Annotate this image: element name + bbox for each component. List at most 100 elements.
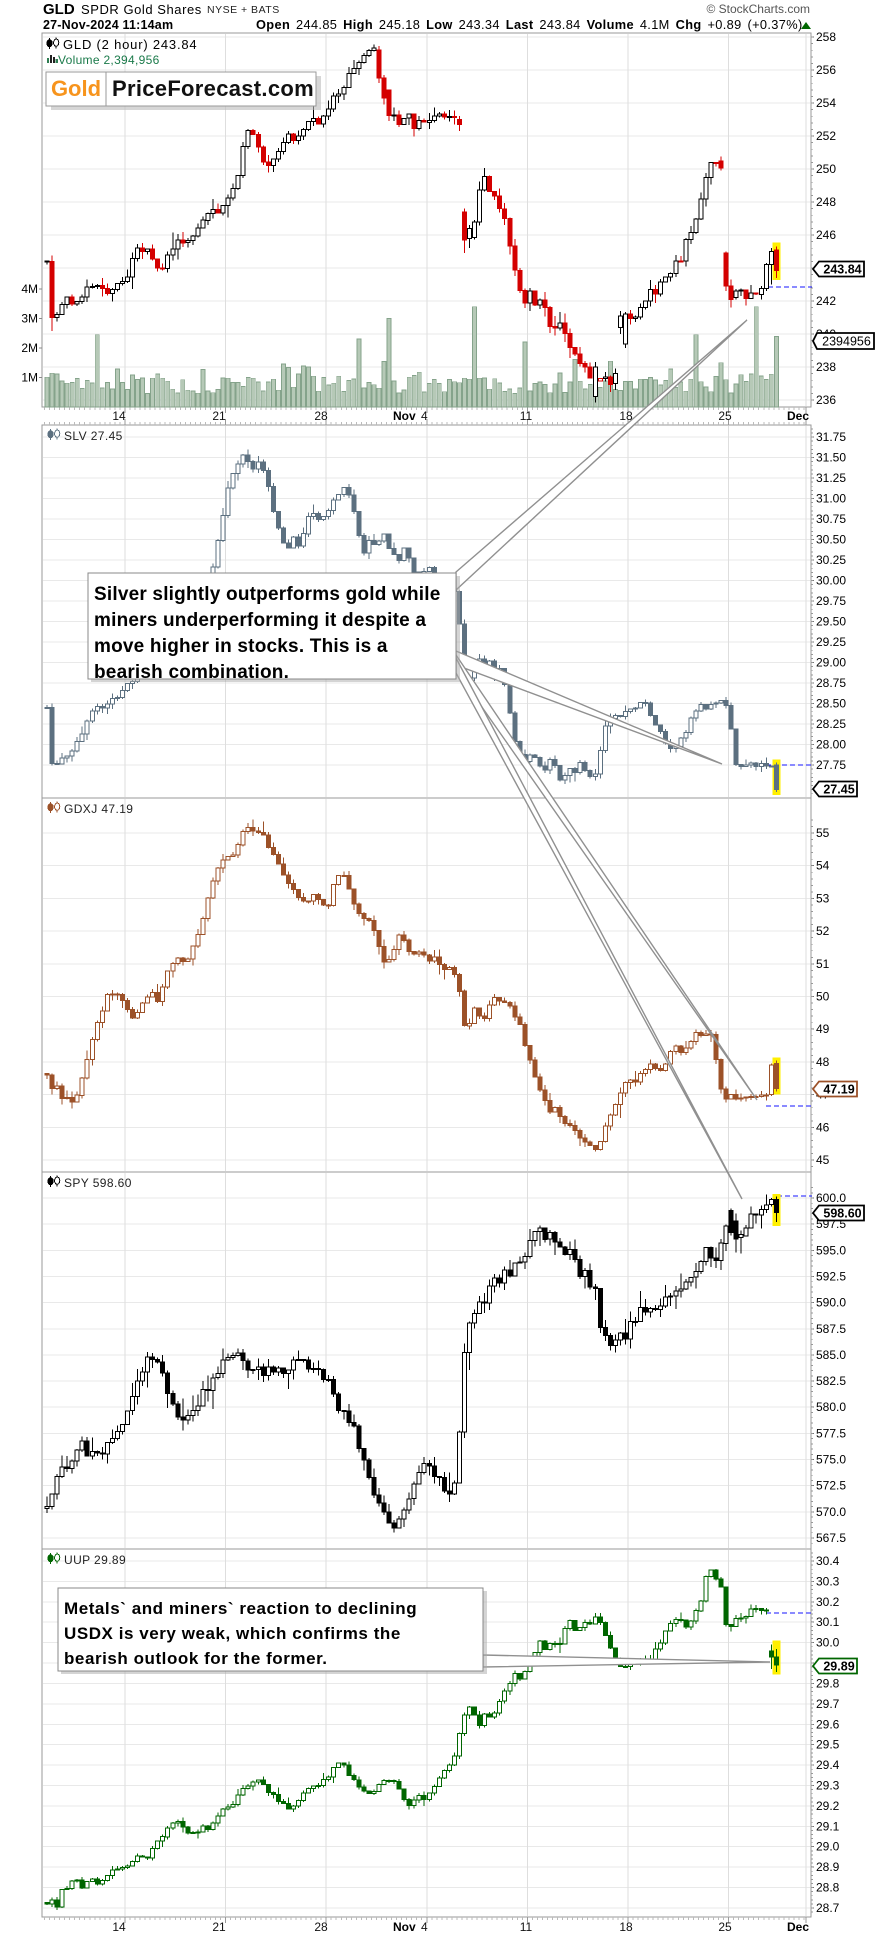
svg-text:572.5: 572.5	[816, 1479, 846, 1493]
svg-text:29.4: 29.4	[816, 1758, 840, 1772]
svg-text:1M: 1M	[21, 371, 38, 385]
svg-text:242: 242	[816, 294, 836, 308]
svg-text:30.3: 30.3	[816, 1574, 840, 1588]
svg-text:30.50: 30.50	[816, 533, 846, 547]
svg-text:2394956: 2394956	[822, 335, 871, 349]
svg-text:SPDR Gold Shares: SPDR Gold Shares	[81, 2, 202, 17]
svg-text:238: 238	[816, 360, 836, 374]
svg-text:30.00: 30.00	[816, 574, 846, 588]
svg-text:53: 53	[816, 891, 830, 905]
svg-text:29.3: 29.3	[816, 1779, 840, 1793]
svg-text:USDX is very weak, which confi: USDX is very weak, which confirms the	[64, 1624, 401, 1643]
svg-text:45: 45	[816, 1153, 830, 1167]
svg-text:PriceForecast.com: PriceForecast.com	[112, 76, 314, 101]
svg-text:28.25: 28.25	[816, 717, 846, 731]
svg-text:11: 11	[520, 409, 533, 423]
svg-text:31.50: 31.50	[816, 451, 846, 465]
svg-text:29.00: 29.00	[816, 656, 846, 670]
svg-text:254: 254	[816, 96, 836, 110]
svg-text:28.00: 28.00	[816, 738, 846, 752]
svg-text:29.7: 29.7	[816, 1697, 840, 1711]
svg-text:18: 18	[619, 1920, 633, 1934]
svg-text:Metals` and miners` reaction t: Metals` and miners` reaction to declinin…	[64, 1599, 417, 1618]
svg-text:592.5: 592.5	[816, 1270, 846, 1284]
svg-text:29.6: 29.6	[816, 1717, 840, 1731]
svg-text:29.2: 29.2	[816, 1799, 840, 1813]
svg-text:© StockCharts.com: © StockCharts.com	[706, 2, 810, 16]
svg-text:Volume 2,394,956: Volume 2,394,956	[58, 53, 160, 67]
svg-text:582.5: 582.5	[816, 1374, 846, 1388]
svg-text:Dec: Dec	[787, 1920, 809, 1934]
svg-text:GLD (2 hour) 243.84: GLD (2 hour) 243.84	[63, 37, 197, 52]
svg-text:NYSE + BATS: NYSE + BATS	[207, 4, 280, 16]
svg-text:Open 244.85 High 245.18 Low 24: Open 244.85 High 245.18 Low 243.34 Last …	[256, 17, 803, 32]
svg-text:598.60: 598.60	[823, 1207, 861, 1221]
svg-text:29.89: 29.89	[823, 1660, 854, 1674]
svg-text:50: 50	[816, 990, 830, 1004]
svg-text:27-Nov-2024 11:14am: 27-Nov-2024 11:14am	[43, 18, 173, 32]
svg-text:55: 55	[816, 826, 830, 840]
svg-text:Nov: Nov	[393, 1920, 416, 1934]
svg-text:587.5: 587.5	[816, 1322, 846, 1336]
svg-text:29.5: 29.5	[816, 1738, 840, 1752]
svg-text:29.50: 29.50	[816, 615, 846, 629]
svg-text:27.45: 27.45	[823, 783, 854, 797]
svg-text:585.0: 585.0	[816, 1348, 846, 1362]
svg-text:256: 256	[816, 63, 836, 77]
svg-text:28.7: 28.7	[816, 1901, 840, 1915]
svg-text:29.0: 29.0	[816, 1840, 840, 1854]
svg-text:595.0: 595.0	[816, 1243, 846, 1257]
svg-text:GLD: GLD	[43, 1, 75, 18]
svg-text:30.1: 30.1	[816, 1615, 840, 1629]
svg-text:51: 51	[816, 957, 830, 971]
svg-text:Dec: Dec	[787, 409, 809, 423]
svg-text:30.75: 30.75	[816, 512, 846, 526]
svg-text:29.75: 29.75	[816, 594, 846, 608]
svg-text:move higher in stocks. This is: move higher in stocks. This is a	[94, 636, 388, 657]
svg-text:54: 54	[816, 859, 830, 873]
svg-text:SLV 27.45: SLV 27.45	[64, 429, 123, 443]
svg-text:46: 46	[816, 1120, 830, 1134]
svg-text:18: 18	[619, 409, 633, 423]
svg-text:25: 25	[718, 1920, 732, 1934]
svg-text:28.50: 28.50	[816, 697, 846, 711]
svg-text:14: 14	[112, 409, 126, 423]
svg-text:28: 28	[314, 409, 328, 423]
svg-text:14: 14	[112, 1920, 126, 1934]
svg-text:4: 4	[421, 1920, 428, 1934]
svg-text:246: 246	[816, 228, 836, 242]
svg-text:SPY 598.60: SPY 598.60	[64, 1176, 132, 1190]
svg-text:3M: 3M	[21, 312, 38, 326]
svg-text:29.25: 29.25	[816, 635, 846, 649]
svg-text:52: 52	[816, 924, 830, 938]
svg-text:28.8: 28.8	[816, 1881, 840, 1895]
svg-text:570.0: 570.0	[816, 1505, 846, 1519]
svg-text:248: 248	[816, 195, 836, 209]
svg-text:21: 21	[212, 409, 226, 423]
svg-text:bearish outlook for the former: bearish outlook for the former.	[64, 1649, 328, 1668]
svg-text:252: 252	[816, 129, 836, 143]
svg-text:243.84: 243.84	[823, 263, 861, 277]
svg-text:11: 11	[520, 1920, 533, 1934]
svg-text:31.00: 31.00	[816, 492, 846, 506]
svg-text:21: 21	[212, 1920, 226, 1934]
svg-text:30.2: 30.2	[816, 1595, 840, 1609]
svg-text:4M: 4M	[21, 282, 38, 296]
svg-text:4: 4	[421, 409, 428, 423]
svg-text:2M: 2M	[21, 341, 38, 355]
svg-text:47.19: 47.19	[823, 1083, 854, 1097]
svg-text:30.4: 30.4	[816, 1554, 840, 1568]
svg-text:bearish combination.: bearish combination.	[94, 662, 289, 683]
svg-text:48: 48	[816, 1055, 830, 1069]
svg-text:25: 25	[718, 409, 732, 423]
svg-text:31.25: 31.25	[816, 471, 846, 485]
svg-text:28.9: 28.9	[816, 1860, 840, 1874]
svg-text:Silver slightly outperforms go: Silver slightly outperforms gold while	[94, 584, 440, 605]
svg-text:236: 236	[816, 393, 836, 407]
svg-text:27.75: 27.75	[816, 758, 846, 772]
svg-text:29.1: 29.1	[816, 1819, 840, 1833]
svg-text:580.0: 580.0	[816, 1400, 846, 1414]
svg-text:31.75: 31.75	[816, 430, 846, 444]
svg-text:567.5: 567.5	[816, 1531, 846, 1545]
svg-text:577.5: 577.5	[816, 1426, 846, 1440]
